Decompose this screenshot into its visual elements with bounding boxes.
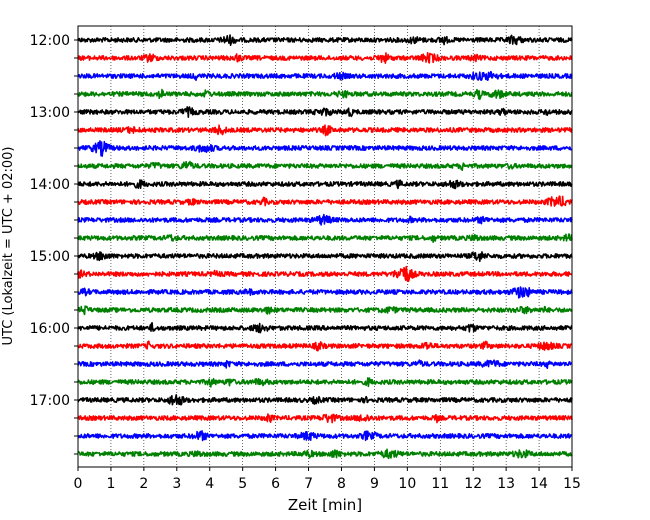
x-tick-label: 8 (337, 476, 346, 492)
trace-1215 (77, 51, 573, 65)
x-tick-label: 14 (530, 476, 548, 492)
x-tick-label: 6 (271, 476, 280, 492)
x-tick-label: 1 (106, 476, 115, 492)
trace-1230 (77, 70, 573, 82)
trace-1530 (77, 286, 573, 299)
x-axis-ticks: 0 1 2 3 4 5 6 7 8 9 10 11 12 13 14 15 (74, 467, 581, 492)
plot-frame (77, 25, 573, 468)
trace-1330 (77, 140, 573, 157)
trace-layer (77, 34, 573, 460)
trace-1515 (77, 265, 573, 283)
trace-1400 (77, 179, 573, 190)
x-tick-label: 5 (238, 476, 247, 492)
trace-1715 (77, 413, 573, 424)
y-tick-label: 13:00 (30, 105, 70, 121)
trace-1315 (77, 124, 573, 137)
x-tick-label: 12 (464, 476, 482, 492)
trace-1630 (77, 359, 573, 370)
x-axis-label: Zeit [min] (288, 496, 362, 514)
trace-1430 (77, 213, 573, 226)
y-axis-ticks: 12:00 13:00 14:00 15:00 16:00 17:00 (30, 33, 78, 455)
x-tick-label: 10 (398, 476, 416, 492)
y-tick-label: 16:00 (30, 321, 70, 337)
x-tick-label: 15 (563, 476, 581, 492)
trace-1345 (77, 160, 573, 171)
trace-1200 (77, 34, 573, 47)
trace-1600 (77, 322, 573, 334)
trace-1445 (77, 233, 573, 243)
x-tick-label: 9 (370, 476, 379, 492)
y-axis-label: UTC (Lokalzeit = UTC + 02:00) (1, 147, 16, 346)
y-tick-label: 12:00 (30, 33, 70, 49)
trace-1245 (77, 88, 573, 101)
x-tick-label: 13 (497, 476, 515, 492)
trace-1730 (77, 430, 573, 442)
x-tick-label: 7 (304, 476, 313, 492)
trace-1500 (77, 251, 573, 263)
trace-1615 (77, 340, 573, 352)
y-tick-label: 17:00 (30, 393, 70, 409)
x-tick-label: 2 (139, 476, 148, 492)
trace-1745 (77, 448, 573, 460)
x-tick-label: 4 (205, 476, 214, 492)
x-tick-label: 0 (74, 476, 83, 492)
trace-1545 (77, 305, 573, 316)
x-tick-label: 11 (431, 476, 449, 492)
y-tick-label: 15:00 (30, 249, 70, 265)
x-tick-label: 3 (172, 476, 181, 492)
trace-1415 (77, 195, 573, 207)
y-tick-label: 14:00 (30, 177, 70, 193)
trace-1300 (77, 106, 573, 118)
trace-1645 (77, 377, 573, 388)
trace-1700 (77, 394, 573, 406)
